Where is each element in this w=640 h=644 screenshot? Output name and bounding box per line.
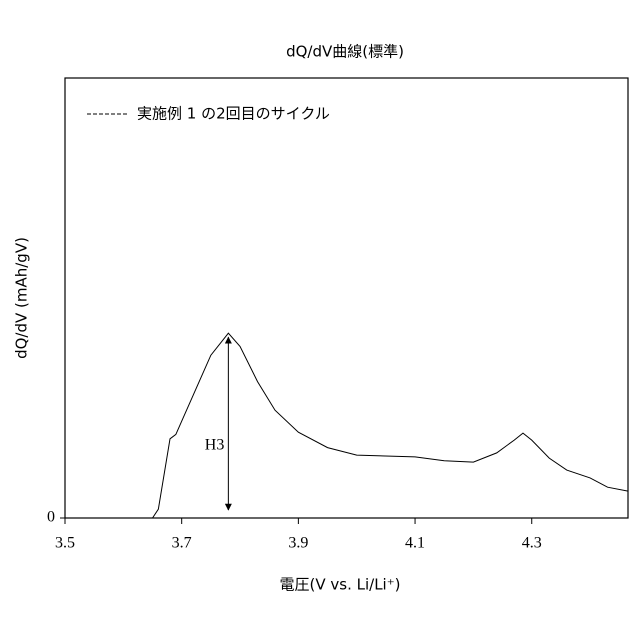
- annotation-label: H3: [205, 436, 225, 453]
- chart-title: dQ/dV曲線(標準): [286, 43, 404, 61]
- x-tick-label: 3.5: [55, 535, 75, 552]
- data-line: [65, 333, 628, 518]
- x-tick-label: 3.7: [172, 535, 192, 552]
- legend-label: 実施例 1 の2回目のサイクル: [137, 105, 330, 123]
- y-axis-label: dQ/dV (mAh/gV): [13, 237, 31, 359]
- x-tick-label: 3.9: [288, 535, 308, 552]
- x-tick-label: 4.3: [522, 535, 542, 552]
- page: {"chart_data": {"type": "line", "title":…: [0, 0, 640, 640]
- chart: dQ/dV曲線(標準) 電圧(V vs. Li/Li⁺) dQ/dV (mAh/…: [0, 0, 640, 640]
- x-axis-label: 電圧(V vs. Li/Li⁺): [280, 576, 401, 594]
- y-tick-label: 0: [47, 509, 55, 526]
- x-tick-label: 4.1: [405, 535, 425, 552]
